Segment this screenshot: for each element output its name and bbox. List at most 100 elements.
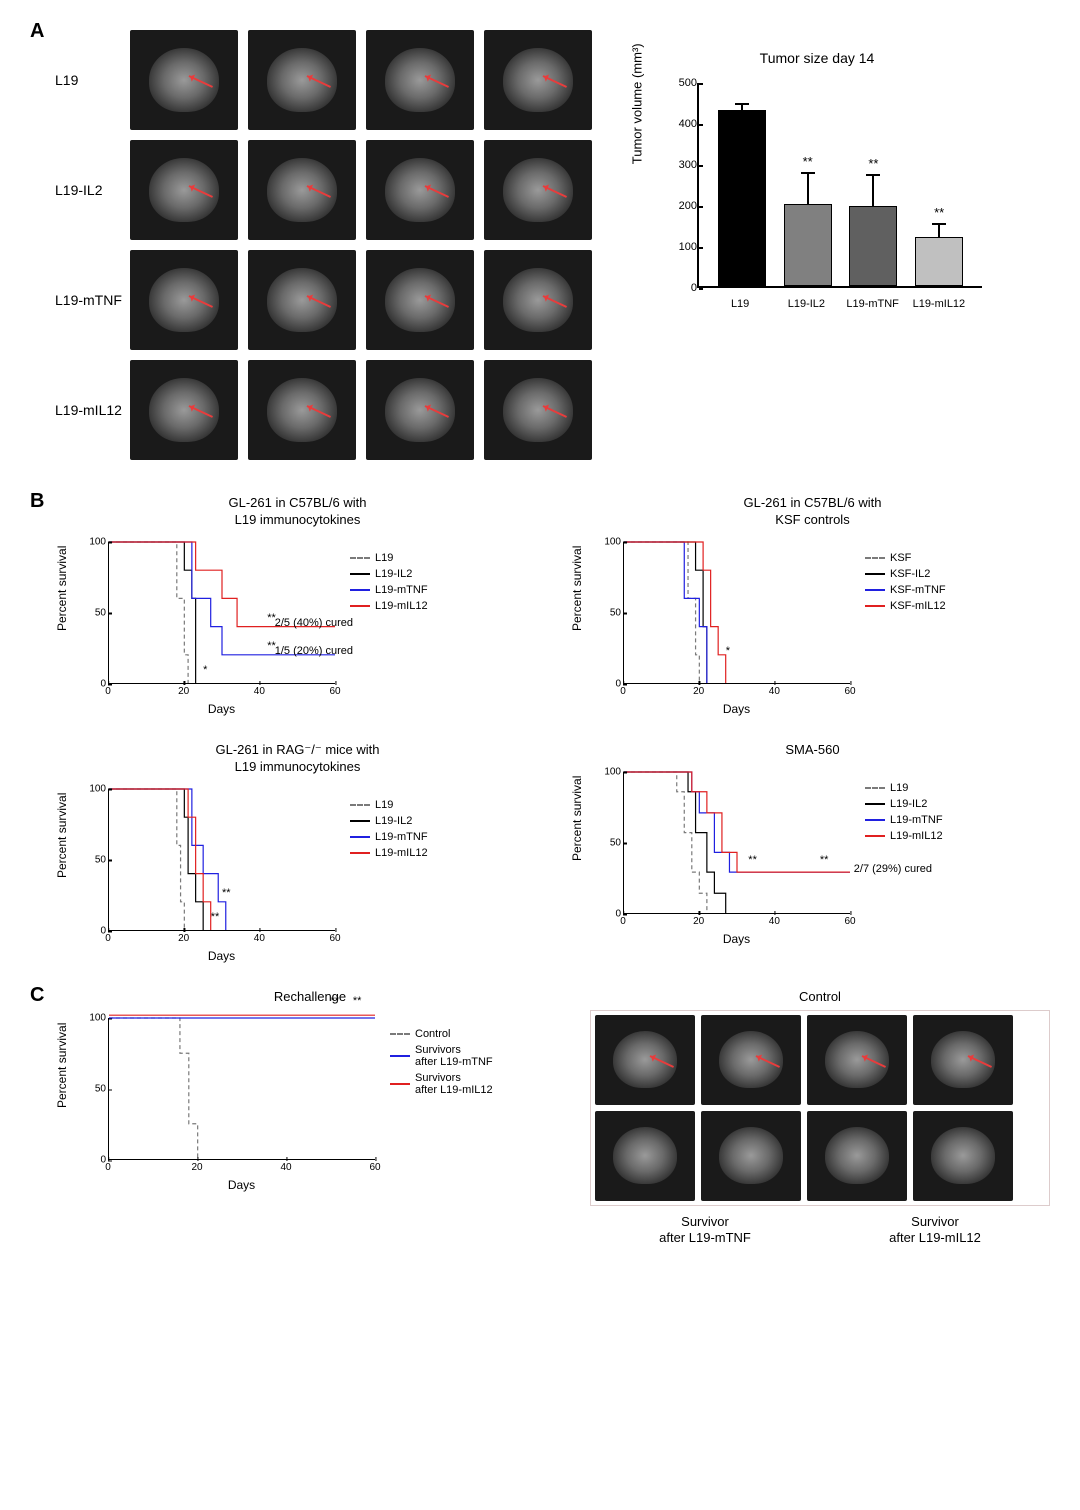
legend-label: L19 bbox=[890, 782, 908, 794]
survival-x-label: Days bbox=[623, 702, 850, 716]
survival-panel: Rechallenge****Percent survivalDays05010… bbox=[60, 989, 560, 1189]
y-tick: 500 bbox=[679, 77, 697, 89]
y-tick: 100 bbox=[679, 241, 697, 253]
significance-marker: ** bbox=[850, 156, 896, 171]
legend-label: KSF-IL2 bbox=[890, 568, 930, 580]
legend-line-icon bbox=[390, 1083, 410, 1085]
mri-image bbox=[913, 1111, 1013, 1201]
legend-item: L19-mTNF bbox=[865, 814, 943, 826]
mri-row-label: L19-IL2 bbox=[55, 182, 130, 198]
bar: ** bbox=[784, 204, 832, 286]
mri-image bbox=[130, 140, 238, 240]
tumor-arrow-icon bbox=[189, 75, 213, 88]
legend-item: KSF bbox=[865, 552, 946, 564]
survival-legend: L19L19-IL2L19-mTNFL19-mIL12 bbox=[350, 552, 428, 712]
x-tick: 40 bbox=[769, 916, 780, 927]
x-tick-label: L19-mTNF bbox=[843, 298, 903, 310]
mri-row-label: L19 bbox=[55, 72, 130, 88]
mri-image bbox=[807, 1111, 907, 1201]
x-tick: 20 bbox=[178, 686, 189, 697]
mri-image bbox=[366, 140, 474, 240]
chart-annotation: * bbox=[726, 645, 730, 657]
legend-label: L19-mTNF bbox=[375, 584, 428, 596]
legend-item: L19 bbox=[865, 782, 943, 794]
bar: ** bbox=[915, 237, 963, 286]
legend-item: L19-mIL12 bbox=[350, 600, 428, 612]
legend-label: L19-mTNF bbox=[375, 831, 428, 843]
x-tick: 0 bbox=[105, 1162, 111, 1173]
survival-x-label: Days bbox=[108, 949, 335, 963]
mri-image bbox=[248, 360, 356, 460]
legend-line-icon bbox=[865, 589, 885, 591]
significance-marker: ** bbox=[916, 205, 962, 220]
mri-image bbox=[130, 250, 238, 350]
x-tick: 60 bbox=[844, 916, 855, 927]
legend-line-icon bbox=[350, 605, 370, 607]
survival-y-label: Percent survival bbox=[570, 776, 584, 861]
legend-line-icon bbox=[390, 1033, 410, 1035]
tumor-arrow-icon bbox=[543, 405, 567, 418]
legend-line-icon bbox=[350, 836, 370, 838]
mri-image bbox=[595, 1015, 695, 1105]
x-tick-label: L19-IL2 bbox=[776, 298, 836, 310]
survival-legend: Control Survivors after L19-mTNF Survivors… bbox=[390, 1028, 493, 1188]
survival-plot-area: **2/5 (40%) cured**1/5 (20%) cured* bbox=[108, 542, 335, 684]
survival-legend: KSF KSF-IL2 KSF-mTNF KSF-mIL12 bbox=[865, 552, 946, 712]
legend-label: L19-IL2 bbox=[890, 798, 927, 810]
legend-label: Control bbox=[415, 1028, 450, 1040]
tumor-arrow-icon bbox=[307, 405, 331, 418]
panel-c-mri-top-label: Control bbox=[590, 989, 1050, 1004]
x-tick: 20 bbox=[693, 916, 704, 927]
mri-row-label: L19-mTNF bbox=[55, 292, 130, 308]
survival-title: GL-261 in RAG⁻/⁻ mice withL19 immunocyto… bbox=[60, 742, 535, 776]
legend-line-icon bbox=[350, 820, 370, 822]
x-tick: 60 bbox=[369, 1162, 380, 1173]
x-tick: 20 bbox=[178, 933, 189, 944]
tumor-arrow-icon bbox=[425, 185, 449, 198]
x-tick: 20 bbox=[191, 1162, 202, 1173]
mri-image bbox=[248, 250, 356, 350]
legend-item: L19-IL2 bbox=[865, 798, 943, 810]
legend-item: KSF-mIL12 bbox=[865, 600, 946, 612]
tumor-arrow-icon bbox=[650, 1055, 674, 1068]
tumor-arrow-icon bbox=[307, 185, 331, 198]
bar bbox=[718, 110, 766, 286]
legend-item: KSF-mTNF bbox=[865, 584, 946, 596]
chart-annotation: ** bbox=[820, 854, 829, 866]
tumor-arrow-icon bbox=[425, 405, 449, 418]
y-tick: 200 bbox=[679, 200, 697, 212]
legend-label: KSF-mIL12 bbox=[890, 600, 946, 612]
chart-annotation: ** bbox=[353, 995, 362, 1007]
tumor-arrow-icon bbox=[425, 295, 449, 308]
x-tick: 0 bbox=[105, 686, 111, 697]
x-tick-label: L19-mIL12 bbox=[909, 298, 969, 310]
legend-item: L19-mTNF bbox=[350, 584, 428, 596]
mri-image bbox=[484, 250, 592, 350]
chart-annotation: ** bbox=[222, 887, 231, 899]
legend-item: Survivors after L19-mIL12 bbox=[390, 1072, 493, 1096]
bar-y-axis-label: Tumor volume (mm³) bbox=[630, 43, 645, 164]
legend-label: KSF-mTNF bbox=[890, 584, 946, 596]
mri-image bbox=[366, 30, 474, 130]
legend-label: Survivors after L19-mTNF bbox=[415, 1044, 493, 1068]
mri-image bbox=[248, 30, 356, 130]
mri-image bbox=[366, 250, 474, 350]
x-tick: 60 bbox=[329, 933, 340, 944]
panel-c: C Rechallenge****Percent survivalDays050… bbox=[30, 984, 1050, 1248]
tumor-arrow-icon bbox=[189, 405, 213, 418]
x-tick: 40 bbox=[280, 1162, 291, 1173]
legend-item: L19 bbox=[350, 799, 428, 811]
mri-grid bbox=[130, 30, 592, 460]
mri-image bbox=[484, 140, 592, 240]
legend-item: KSF-IL2 bbox=[865, 568, 946, 580]
legend-item: Survivors after L19-mTNF bbox=[390, 1044, 493, 1068]
legend-line-icon bbox=[865, 819, 885, 821]
panel-c-label: C bbox=[30, 984, 44, 1007]
chart-annotation: * bbox=[203, 664, 207, 676]
tumor-arrow-icon bbox=[543, 75, 567, 88]
legend-item: L19-mIL12 bbox=[350, 847, 428, 859]
x-tick: 0 bbox=[620, 916, 626, 927]
bar: ** bbox=[849, 206, 897, 286]
legend-line-icon bbox=[350, 557, 370, 559]
tumor-arrow-icon bbox=[543, 185, 567, 198]
